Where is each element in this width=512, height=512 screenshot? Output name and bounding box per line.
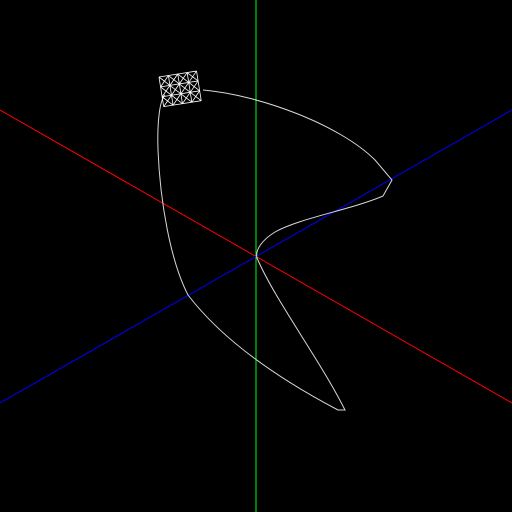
mesh-edge — [188, 70, 197, 83]
mesh-edge — [179, 72, 188, 85]
mesh-edge — [172, 93, 182, 106]
mesh-edge — [167, 75, 174, 106]
mesh-edge — [196, 70, 202, 101]
mesh-edge — [160, 75, 169, 88]
mesh-edge — [158, 76, 165, 107]
z-axis-line — [0, 109, 512, 404]
mesh-edge — [171, 83, 180, 96]
mesh-edge — [182, 92, 191, 104]
trajectory-curve — [157, 89, 393, 411]
mesh-edge — [177, 73, 183, 104]
mesh-edge — [161, 85, 171, 97]
mesh-edge — [191, 90, 200, 103]
mesh-edge — [180, 82, 190, 95]
mesh-edge — [169, 73, 179, 86]
mesh-edge — [189, 80, 199, 93]
mesh-object[interactable] — [158, 70, 202, 108]
mesh-edge — [163, 95, 172, 107]
mesh-edge — [186, 72, 193, 103]
